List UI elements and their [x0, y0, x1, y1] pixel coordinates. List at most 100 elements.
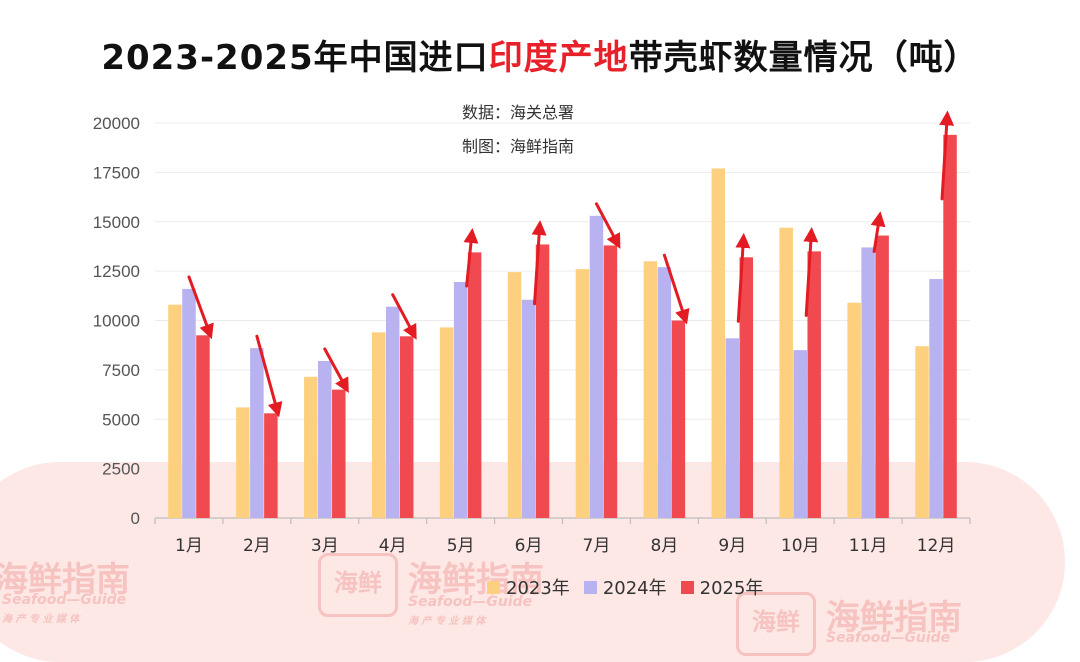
change-arrow-8月 — [662, 253, 690, 325]
y-tick-label: 7500 — [102, 361, 140, 380]
legend-item-2023: 2023年 — [487, 574, 570, 600]
bar-2023年-5月 — [439, 327, 454, 518]
grid-layer — [154, 122, 971, 524]
bar-2025年-5月 — [467, 252, 482, 519]
bar-2024年-5月 — [453, 281, 468, 518]
chart-title-prefix: 2023-2025年中国进口 — [101, 38, 489, 78]
change-arrow-2月 — [255, 334, 283, 418]
bar-2024年-11月 — [861, 247, 875, 519]
x-tick-label: 12月 — [917, 536, 956, 556]
bar-2025年-7月 — [603, 245, 618, 518]
change-arrow-1月 — [187, 275, 214, 340]
bar-2025年-2月 — [264, 413, 278, 518]
watermark-slogan-center: Seafood—Guide — [408, 594, 533, 610]
change-arrow-4月 — [391, 293, 417, 340]
legend-swatch-2024 — [583, 580, 597, 594]
bar-2023年-11月 — [847, 302, 861, 518]
x-tick-label: 11月 — [849, 536, 888, 556]
y-tick-label: 10000 — [93, 312, 140, 331]
x-tick-label: 2月 — [243, 536, 271, 556]
watermark-slogan-left: Seafood—Guide — [2, 592, 127, 608]
change-arrow-3月 — [323, 347, 349, 393]
x-tick-label: 6月 — [515, 536, 543, 556]
bar-2024年-12月 — [929, 279, 943, 518]
y-tick-label: 2500 — [102, 460, 140, 479]
bar-2025年-3月 — [332, 389, 346, 518]
arrow-layer — [187, 110, 955, 418]
change-arrow-11月 — [870, 211, 886, 253]
source-data-line: 数据：海关总署 — [462, 103, 575, 122]
chart-title-suffix: 带壳虾数量情况（吨） — [628, 38, 979, 78]
change-arrow-10月 — [803, 226, 819, 317]
bar-layer — [168, 134, 957, 519]
legend: 2023年 2024年 2025年 — [487, 574, 763, 600]
watermark-brand-left: 海鲜指南 — [0, 560, 130, 600]
watermark-brand-right: 海鲜指南 — [826, 598, 962, 638]
change-arrow-7月 — [594, 202, 621, 249]
bar-2024年-10月 — [793, 350, 807, 518]
bar-2025年-10月 — [807, 251, 821, 518]
y-tick-label: 5000 — [102, 410, 140, 429]
bar-2024年-7月 — [589, 215, 604, 518]
bar-2025年-8月 — [671, 320, 686, 518]
watermark-logo-center: 海鲜 — [318, 553, 398, 617]
source-block: 数据：海关总署 制图：海鲜指南 — [462, 96, 574, 164]
y-tick-label: 12500 — [93, 262, 140, 281]
legend-label-2024: 2024年 — [602, 578, 667, 599]
bar-2025年-12月 — [943, 134, 957, 518]
bar-2023年-3月 — [304, 376, 318, 518]
bar-2025年-6月 — [535, 244, 550, 518]
bar-2025年-11月 — [875, 235, 889, 518]
x-tick-label: 9月 — [718, 536, 746, 556]
source-chart-line: 制图：海鲜指南 — [462, 137, 575, 156]
bar-2023年-10月 — [779, 227, 793, 519]
bar-2024年-2月 — [250, 348, 264, 518]
label-layer: 0 2500 5000 7500 10000 12500 15000 17500 20000 1月… — [93, 114, 956, 556]
change-arrow-12月 — [939, 110, 955, 201]
bar-2023年-4月 — [371, 332, 386, 518]
bar-2024年-9月 — [725, 338, 740, 518]
bar-2023年-9月 — [711, 168, 726, 519]
bar-2025年-4月 — [399, 336, 414, 518]
change-arrow-6月 — [531, 220, 547, 306]
bar-2023年-6月 — [507, 272, 522, 518]
legend-item-2025: 2025年 — [680, 574, 764, 600]
chart-title-highlight: 印度产地 — [488, 38, 629, 78]
bar-2024年-1月 — [182, 288, 196, 518]
bar-2025年-9月 — [739, 257, 754, 518]
bar-2025年-1月 — [196, 335, 210, 518]
bar-2023年-2月 — [236, 407, 250, 518]
legend-swatch-2025 — [680, 580, 694, 594]
x-tick-label: 3月 — [311, 536, 339, 556]
legend-label-2025: 2025年 — [699, 578, 764, 599]
change-arrow-5月 — [463, 228, 479, 288]
x-tick-label: 7月 — [583, 536, 611, 556]
bar-2023年-1月 — [168, 304, 182, 518]
x-tick-label: 5月 — [447, 536, 475, 556]
watermark-slogan-right: Seafood—Guide — [826, 630, 951, 646]
y-tick-label: 17500 — [93, 163, 140, 182]
y-tick-label: 15000 — [93, 213, 140, 232]
watermark-tagline-left: 海 产 专 业 媒 体 — [2, 614, 80, 625]
bar-2024年-8月 — [657, 267, 672, 518]
y-tick-label: 20000 — [93, 114, 140, 133]
bar-2024年-4月 — [385, 306, 400, 518]
bar-2023年-7月 — [575, 269, 590, 518]
x-tick-label: 8月 — [650, 536, 678, 556]
watermark-brand-center: 海鲜指南 — [408, 560, 544, 600]
x-tick-label: 4月 — [379, 536, 407, 556]
legend-swatch-2023 — [487, 580, 500, 594]
y-tick-label: 0 — [131, 509, 140, 528]
bar-2023年-12月 — [915, 346, 929, 518]
change-arrow-9月 — [735, 232, 751, 323]
legend-label-2023: 2023年 — [506, 578, 570, 599]
legend-item-2024: 2024年 — [583, 574, 667, 600]
x-tick-label: 1月 — [175, 536, 203, 556]
bar-2024年-3月 — [318, 360, 332, 518]
bar-2023年-8月 — [643, 261, 658, 518]
bar-2024年-6月 — [521, 299, 536, 518]
chart-title: 2023-2025年中国进口印度产地带壳虾数量情况（吨） — [0, 30, 1080, 79]
watermark-tagline-center: 海 产 专 业 媒 体 — [408, 616, 486, 627]
x-tick-label: 10月 — [781, 536, 820, 556]
